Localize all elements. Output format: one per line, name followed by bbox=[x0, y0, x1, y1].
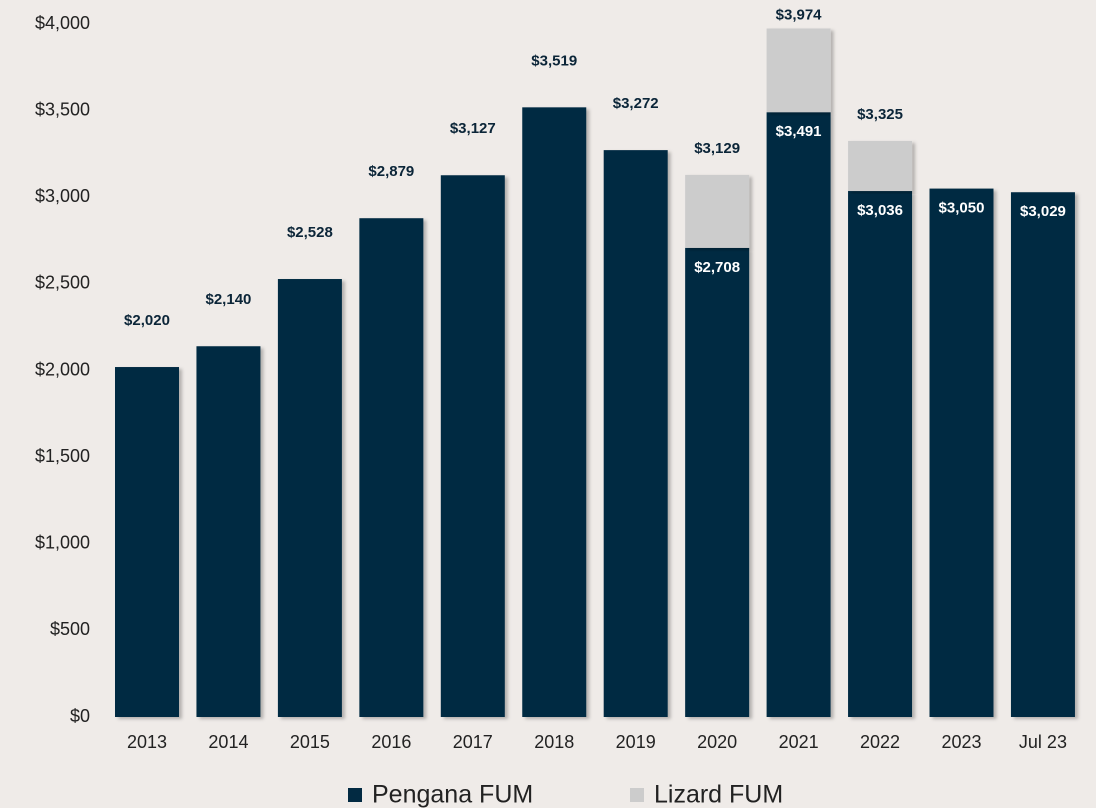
total-label: $3,974 bbox=[776, 6, 823, 23]
value-label: $2,879 bbox=[368, 163, 414, 180]
legend-label: Lizard FUM bbox=[654, 781, 783, 808]
y-tick-label: $0 bbox=[70, 706, 90, 726]
total-label: $3,325 bbox=[857, 106, 903, 123]
value-label: $2,020 bbox=[124, 312, 170, 329]
x-tick-label: Jul 23 bbox=[1019, 732, 1067, 752]
x-tick-label: 2017 bbox=[453, 732, 493, 752]
total-label: $3,129 bbox=[694, 140, 740, 157]
value-label: $2,708 bbox=[694, 259, 740, 276]
y-tick-label: $3,500 bbox=[35, 99, 90, 119]
x-tick-label: 2015 bbox=[290, 732, 330, 752]
value-label: $2,140 bbox=[206, 291, 252, 308]
legend-swatch bbox=[630, 788, 644, 802]
bar-segment bbox=[848, 140, 913, 192]
y-tick-label: $2,000 bbox=[35, 359, 90, 379]
bar-segment bbox=[196, 346, 261, 717]
x-tick-label: 2023 bbox=[941, 732, 981, 752]
x-tick-label: 2013 bbox=[127, 732, 167, 752]
bar-segment bbox=[929, 188, 994, 717]
bar-segment bbox=[603, 150, 668, 718]
bar-segment bbox=[848, 191, 913, 717]
x-tick-label: 2018 bbox=[534, 732, 574, 752]
x-tick-label: 2016 bbox=[371, 732, 411, 752]
x-tick-label: 2019 bbox=[616, 732, 656, 752]
value-label: $3,491 bbox=[776, 123, 822, 140]
bar-segment bbox=[440, 175, 505, 717]
bar-segment bbox=[685, 174, 750, 248]
bar-segment bbox=[1010, 192, 1075, 717]
value-label: $3,272 bbox=[613, 95, 659, 112]
y-tick-label: $1,000 bbox=[35, 533, 90, 553]
value-label: $2,528 bbox=[287, 224, 333, 241]
bar-segment bbox=[359, 218, 424, 717]
y-tick-label: $4,000 bbox=[35, 13, 90, 33]
y-tick-label: $2,500 bbox=[35, 273, 90, 293]
y-tick-label: $1,500 bbox=[35, 446, 90, 466]
value-label: $3,036 bbox=[857, 202, 903, 219]
legend-label: Pengana FUM bbox=[372, 781, 533, 808]
x-tick-label: 2022 bbox=[860, 732, 900, 752]
bar-segment bbox=[766, 112, 831, 717]
y-tick-label: $3,000 bbox=[35, 186, 90, 206]
legend-swatch bbox=[348, 788, 362, 802]
bar-segment bbox=[522, 107, 587, 717]
value-label: $3,029 bbox=[1020, 203, 1066, 220]
x-tick-label: 2014 bbox=[208, 732, 248, 752]
value-label: $3,127 bbox=[450, 120, 496, 137]
x-tick-label: 2021 bbox=[779, 732, 819, 752]
value-label: $3,519 bbox=[531, 52, 577, 69]
value-label: $3,050 bbox=[939, 200, 985, 217]
bar-segment bbox=[685, 247, 750, 718]
y-tick-label: $500 bbox=[50, 619, 90, 639]
bar-segment bbox=[115, 367, 179, 717]
bar-segment bbox=[277, 279, 342, 717]
x-tick-label: 2020 bbox=[697, 732, 737, 752]
bar-segment bbox=[766, 28, 831, 113]
